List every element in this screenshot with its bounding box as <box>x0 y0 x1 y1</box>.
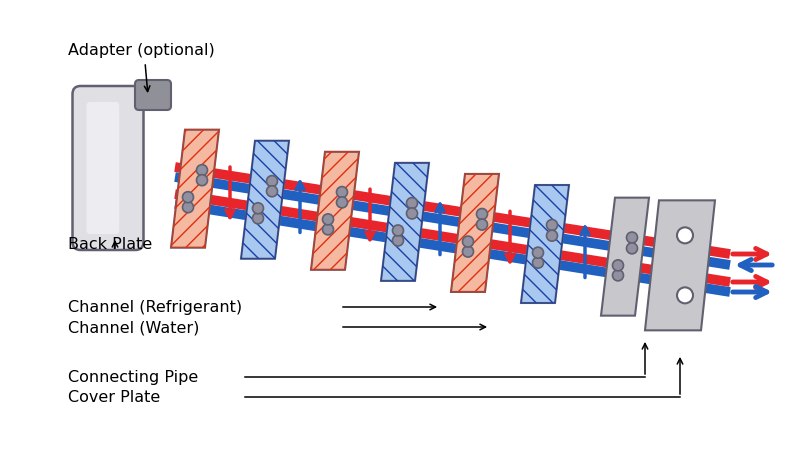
FancyBboxPatch shape <box>86 103 119 235</box>
Circle shape <box>337 187 347 198</box>
Text: Cover Plate: Cover Plate <box>68 390 160 405</box>
Circle shape <box>626 233 638 244</box>
Circle shape <box>626 243 638 254</box>
Circle shape <box>197 175 207 186</box>
Circle shape <box>182 202 194 213</box>
Circle shape <box>406 198 418 209</box>
Circle shape <box>393 236 403 247</box>
Circle shape <box>677 288 693 304</box>
Circle shape <box>613 260 623 271</box>
Circle shape <box>533 258 543 268</box>
Circle shape <box>533 248 543 258</box>
Text: Connecting Pipe: Connecting Pipe <box>68 370 198 385</box>
Polygon shape <box>241 141 289 259</box>
FancyBboxPatch shape <box>135 81 171 111</box>
Circle shape <box>322 214 334 226</box>
Circle shape <box>253 203 263 214</box>
Circle shape <box>613 270 623 281</box>
Polygon shape <box>171 130 219 248</box>
Circle shape <box>477 209 487 220</box>
Circle shape <box>253 213 263 224</box>
Circle shape <box>266 187 278 198</box>
Polygon shape <box>451 175 499 292</box>
Circle shape <box>337 198 347 208</box>
Circle shape <box>462 247 474 258</box>
Circle shape <box>393 226 403 237</box>
Circle shape <box>197 165 207 176</box>
Polygon shape <box>521 186 569 303</box>
Circle shape <box>266 176 278 187</box>
Polygon shape <box>381 164 429 281</box>
Text: Adapter (optional): Adapter (optional) <box>68 42 214 58</box>
Circle shape <box>477 219 487 230</box>
Circle shape <box>462 237 474 248</box>
Circle shape <box>322 224 334 235</box>
Text: Channel (Refrigerant): Channel (Refrigerant) <box>68 300 242 315</box>
Circle shape <box>546 220 558 231</box>
Polygon shape <box>311 152 359 270</box>
Circle shape <box>677 228 693 244</box>
Text: Channel (Water): Channel (Water) <box>68 320 199 335</box>
FancyBboxPatch shape <box>73 87 143 250</box>
Polygon shape <box>645 201 715 331</box>
Circle shape <box>546 231 558 242</box>
Circle shape <box>182 192 194 203</box>
Circle shape <box>406 208 418 219</box>
Text: Back Plate: Back Plate <box>68 237 152 252</box>
Polygon shape <box>601 198 649 316</box>
